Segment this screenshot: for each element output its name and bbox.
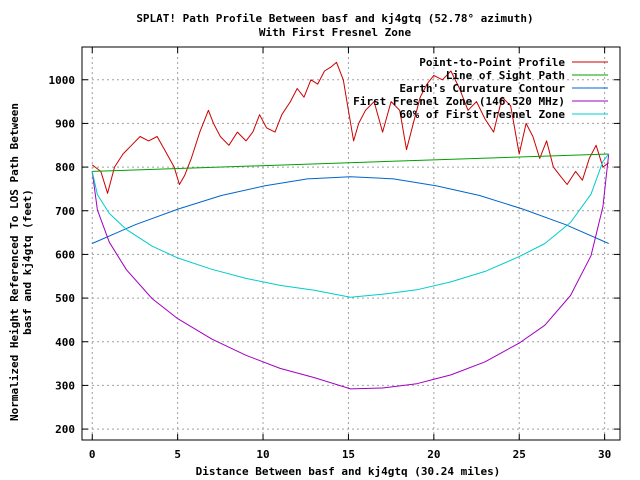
y-axis-label-line2: basf and kj4gtq (feet) [21,189,34,335]
x-tick-label: 0 [89,448,96,461]
y-tick-label: 200 [55,423,75,436]
y-tick-label: 500 [55,292,75,305]
y-tick-label: 700 [55,205,75,218]
legend-label-fresnel: First Fresnel Zone (146.520 MHz) [353,95,565,108]
y-tick-label: 400 [55,336,75,349]
x-tick-label: 10 [256,448,269,461]
y-tick-label: 300 [55,379,75,392]
legend-label-curvature: Earth's Curvature Contour [399,82,565,95]
series-line-fresnel60 [91,153,610,298]
chart-title: SPLAT! Path Profile Between basf and kj4… [136,12,533,25]
x-axis-label: Distance Between basf and kj4gtq (30.24 … [196,465,501,478]
plot-frame [81,46,621,441]
x-tick-label: 15 [342,448,355,461]
y-axis-label-line1: Normalized Height Referenced To LOS Path… [8,103,21,421]
legend-label-los: Line of Sight Path [446,69,565,82]
series-line-curvature [92,176,609,244]
y-tick-label: 800 [55,161,75,174]
legend-label-fresnel60: 60% of First Fresnel Zone [399,108,565,121]
series-line-los [92,153,609,172]
chart-subtitle: With First Fresnel Zone [259,26,412,39]
x-tick-label: 25 [513,448,526,461]
x-tick-label: 5 [174,448,181,461]
series-line-profile [91,61,610,194]
y-tick-label: 900 [55,117,75,130]
axis-ticks: 0 5 10 15 20 25 30 200 300 400 500 600 700 800 900 1000 [49,47,620,461]
x-tick-label: 30 [598,448,611,461]
x-tick-label: 20 [427,448,440,461]
series-line-fresnel [91,153,610,390]
y-tick-label: 1000 [49,74,76,87]
data-series [91,61,610,390]
y-tick-label: 600 [55,248,75,261]
legend-label-profile: Point-to-Point Profile [419,56,565,69]
